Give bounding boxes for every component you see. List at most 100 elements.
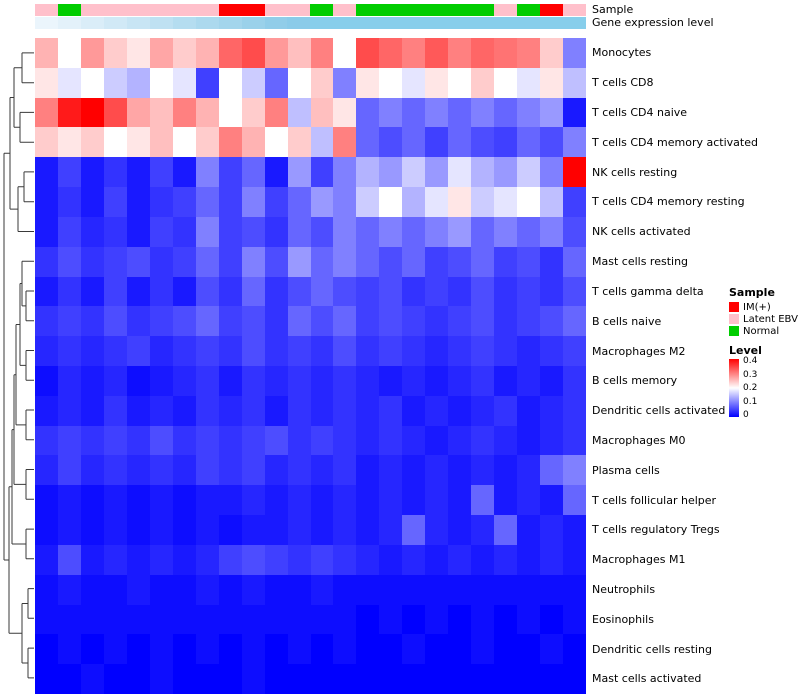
heatmap-cell (35, 574, 58, 605)
heatmap-cell (540, 216, 564, 247)
heatmap-cell (218, 246, 242, 277)
heatmap-cell (333, 604, 357, 635)
heatmap-cell (356, 395, 380, 426)
heatmap-cell (402, 127, 426, 158)
heatmap-cell (287, 216, 311, 247)
legend-sample-items: IM(+) Latent EBV Normal (729, 301, 799, 337)
heatmap-cell (517, 485, 541, 516)
heatmap-cell (425, 664, 449, 694)
expression-annotation-label: Gene expression level (592, 16, 714, 29)
heatmap-cell (471, 157, 495, 188)
row-label: Macrophages M1 (592, 553, 686, 567)
heatmap-cell (103, 515, 127, 545)
heatmap-cell (494, 455, 518, 486)
heatmap-cell (540, 485, 564, 516)
heatmap-cell (103, 276, 127, 307)
heatmap-cell (494, 425, 518, 456)
heatmap-cell (264, 97, 288, 128)
heatmap-cell (425, 336, 449, 366)
heatmap-cell (218, 664, 242, 694)
heatmap-cell (356, 634, 380, 665)
expression-annotation-cell (57, 17, 81, 29)
expression-annotation-cell (287, 17, 311, 29)
heatmap-cell (126, 67, 150, 98)
heatmap-cell (517, 38, 541, 68)
expression-annotation-cell (35, 17, 58, 29)
heatmap-cell (149, 216, 173, 247)
row-label: Neutrophils (592, 583, 656, 597)
heatmap-cell (517, 67, 541, 98)
heatmap-cell (264, 395, 288, 426)
heatmap-cell (287, 246, 311, 277)
expression-annotation-cell (218, 17, 242, 29)
heatmap-cell (425, 395, 449, 426)
heatmap-cell (149, 38, 173, 68)
expression-annotation-cell (425, 17, 449, 29)
row-label: T cells CD4 memory resting (592, 195, 745, 209)
heatmap-cell (333, 664, 357, 694)
heatmap-cell (35, 306, 58, 337)
heatmap-cell (35, 38, 58, 68)
row-label: T cells gamma delta (592, 284, 704, 298)
heatmap-cell (195, 336, 219, 366)
heatmap-cell (563, 366, 586, 396)
level-tick-label: 0.4 (743, 356, 758, 366)
heatmap-cell (448, 276, 472, 307)
heatmap-cell (310, 604, 334, 635)
heatmap-cell (425, 246, 449, 277)
heatmap-cell (425, 485, 449, 516)
heatmap-cell (310, 216, 334, 247)
heatmap-cell (264, 485, 288, 516)
heatmap-cell (425, 157, 449, 188)
row-labels: Monocytes T cells CD8 T cells CD4 naive T c… (592, 38, 797, 694)
heatmap-cell (57, 38, 81, 68)
heatmap-cell (35, 544, 58, 575)
heatmap-cell (241, 67, 265, 98)
heatmap-cell (540, 187, 564, 217)
heatmap-cell (80, 395, 104, 426)
heatmap-cell (563, 604, 586, 635)
heatmap-cell (149, 187, 173, 217)
expression-annotation-bar (35, 17, 586, 29)
heatmap-cell (402, 544, 426, 575)
heatmap-cell (149, 455, 173, 486)
heatmap-cell (264, 664, 288, 694)
heatmap-cell (35, 366, 58, 396)
heatmap-cell (494, 634, 518, 665)
heatmap-cell (402, 246, 426, 277)
heatmap-cell (540, 515, 564, 545)
heatmap-cell (471, 38, 495, 68)
heatmap-cell (80, 485, 104, 516)
sample-annotation-cell (333, 4, 357, 16)
sample-annotation-cell (562, 4, 586, 16)
heatmap-cell (126, 97, 150, 128)
heatmap-cell (471, 127, 495, 158)
heatmap-cell (264, 246, 288, 277)
heatmap-cell (517, 604, 541, 635)
heatmap-cell (172, 246, 196, 277)
heatmap-cell (333, 515, 357, 545)
heatmap-cell (494, 276, 518, 307)
sample-annotation-cell (35, 4, 58, 16)
heatmap-cell (218, 634, 242, 665)
sample-annotation-label: Sample (592, 3, 634, 16)
heatmap-cell (540, 276, 564, 307)
row-label: Mast cells resting (592, 255, 689, 269)
heatmap-cell (310, 187, 334, 217)
sample-annotation-cell (448, 4, 472, 16)
heatmap-cell (333, 276, 357, 307)
heatmap-cell (379, 127, 403, 158)
row-label: Macrophages M2 (592, 344, 686, 358)
expression-annotation-cell (562, 17, 586, 29)
expression-annotation-cell (517, 17, 540, 29)
expression-annotation-cell (241, 17, 265, 29)
heatmap-cell (540, 336, 564, 366)
heatmap-cell (35, 97, 58, 128)
heatmap-cell (494, 485, 518, 516)
heatmap-cell (425, 544, 449, 575)
heatmap-cell (494, 67, 518, 98)
heatmap-cell (310, 97, 334, 128)
heatmap-cell (310, 38, 334, 68)
heatmap-cell (356, 455, 380, 486)
